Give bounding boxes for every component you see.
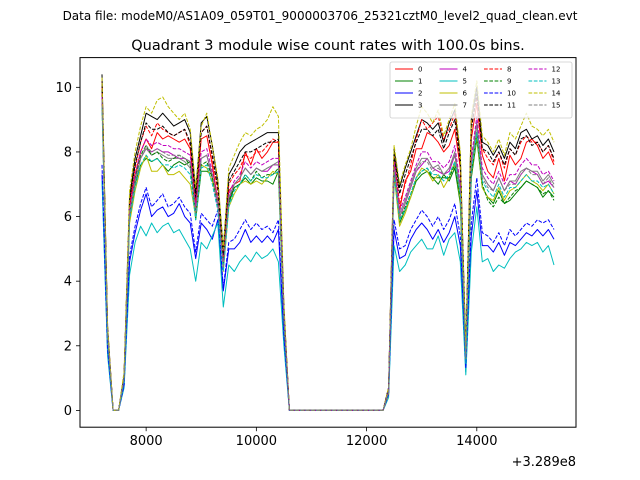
series-line-14 xyxy=(101,77,555,411)
series-line-11 xyxy=(101,84,555,411)
legend-label-12: 12 xyxy=(552,66,561,74)
series-line-2 xyxy=(101,174,555,411)
chart-title: Quadrant 3 module wise count rates with … xyxy=(131,38,525,54)
y-tick-label: 0 xyxy=(64,404,72,419)
legend-box xyxy=(389,61,573,119)
legend-label-7: 7 xyxy=(463,102,467,110)
series-line-15 xyxy=(101,100,555,411)
legend-label-1: 1 xyxy=(418,78,422,86)
legend-label-14: 14 xyxy=(552,90,561,98)
series-line-1 xyxy=(101,90,555,411)
legend-label-2: 2 xyxy=(418,90,422,98)
series-line-3 xyxy=(101,74,555,411)
series-line-6 xyxy=(101,103,555,411)
y-tick-label: 2 xyxy=(64,339,72,354)
figure-suptitle: Data file: modeM0/AS1A09_059T01_90000037… xyxy=(63,9,578,23)
legend-label-4: 4 xyxy=(463,66,468,74)
x-tick-label: 12000 xyxy=(346,434,387,449)
legend-label-3: 3 xyxy=(418,102,422,110)
y-tick-label: 4 xyxy=(64,275,72,290)
legend-label-11: 11 xyxy=(507,102,516,110)
legend-label-10: 10 xyxy=(507,90,516,98)
legend-label-8: 8 xyxy=(507,66,511,74)
y-axis: 0 2 4 6 8 10 xyxy=(55,81,80,419)
y-tick-label: 6 xyxy=(64,210,72,225)
legend-label-5: 5 xyxy=(463,78,467,86)
legend-label-15: 15 xyxy=(552,102,561,110)
x-tick-label: 14000 xyxy=(456,434,497,449)
x-axis: 8000 10000 12000 14000 xyxy=(130,427,497,449)
legend-label-13: 13 xyxy=(552,78,561,86)
y-tick-label: 10 xyxy=(55,81,72,96)
y-tick-label: 8 xyxy=(64,145,72,160)
series-line-10 xyxy=(101,164,555,411)
plot-frame xyxy=(79,57,577,428)
x-offset-label: +3.289e8 xyxy=(512,455,576,470)
legend-label-9: 9 xyxy=(507,78,511,86)
series-line-7 xyxy=(101,93,555,411)
series-line-8 xyxy=(101,87,555,411)
series-line-13 xyxy=(101,106,555,411)
legend-label-0: 0 xyxy=(418,66,422,74)
x-tick-label: 8000 xyxy=(130,434,163,449)
x-tick-label: 10000 xyxy=(236,434,277,449)
legend-label-6: 6 xyxy=(463,90,468,98)
